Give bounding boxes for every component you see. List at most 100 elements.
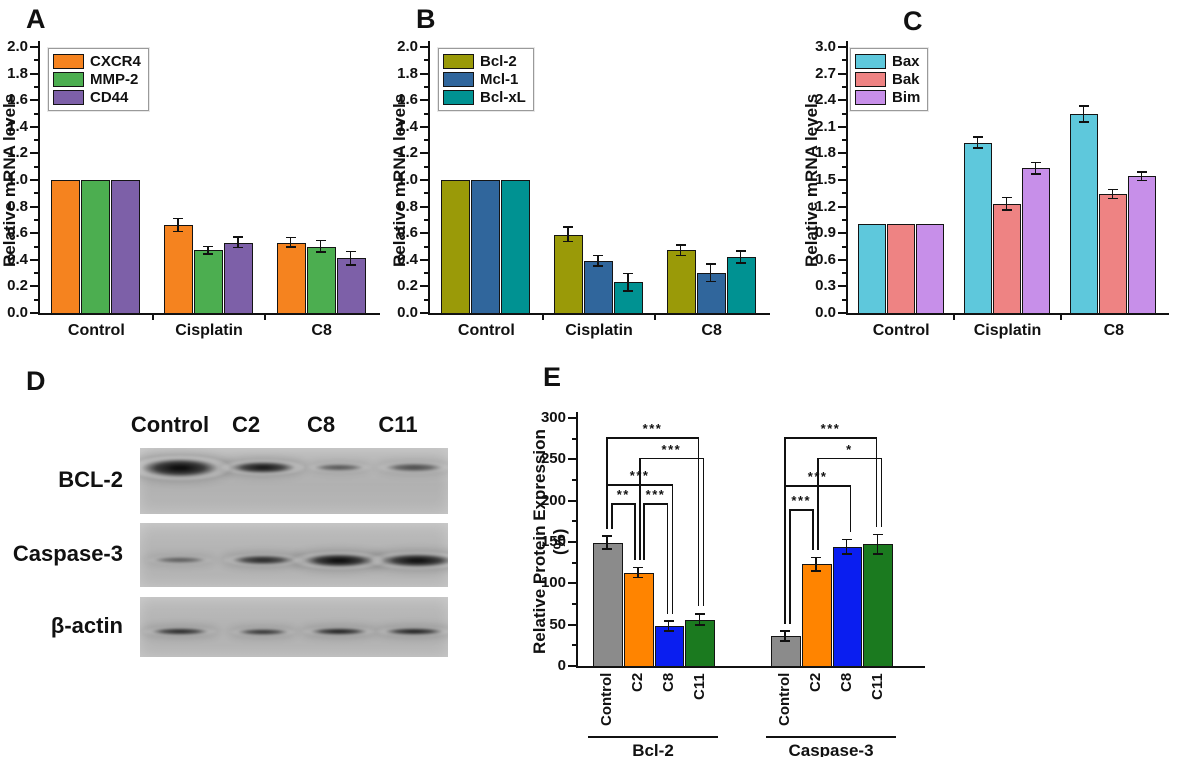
blot-strip-Caspase-3 <box>140 523 448 587</box>
y-tick-label: 0.2 <box>7 277 28 295</box>
x-bar-label: C2 <box>629 673 647 693</box>
y-tick-label: 0.6 <box>815 250 836 268</box>
y-minor-tick <box>34 112 38 115</box>
y-minor-tick <box>34 85 38 88</box>
sig-bracket-leg <box>643 503 645 561</box>
y-minor-tick <box>34 245 38 248</box>
y-major-tick <box>30 258 38 261</box>
error-bar-cap <box>173 217 183 220</box>
error-bar-cap <box>735 262 746 264</box>
error-bar-cap <box>663 620 674 622</box>
y-tick-label: 1.2 <box>7 144 28 162</box>
y-major-tick <box>420 46 428 48</box>
y-minor-tick <box>842 272 846 275</box>
error-bar <box>349 251 352 266</box>
y-major-tick <box>838 312 846 314</box>
legend-entry-CXCR4: CXCR4 <box>53 53 141 70</box>
error-bar-cap <box>173 230 183 233</box>
sig-stars: *** <box>642 421 663 436</box>
y-tick-label: 0.4 <box>397 250 418 268</box>
legend-swatch-Mcl-1 <box>443 72 474 87</box>
x-axis <box>428 313 770 315</box>
y-tick-label: 250 <box>540 450 566 468</box>
group-label: Bcl-2 <box>632 741 674 757</box>
error-bar <box>177 218 179 232</box>
group-underline <box>588 736 718 738</box>
error-bar-cap <box>811 556 822 559</box>
blot-row-label-Caspase-3: Caspase-3 <box>12 541 123 566</box>
legend-entry-Bax: Bax <box>855 53 920 70</box>
y-minor-tick <box>572 603 576 605</box>
y-tick-label: 300 <box>540 409 566 426</box>
y-major-tick <box>838 72 846 75</box>
error-bar-cap <box>841 538 852 541</box>
error-bar <box>289 237 292 248</box>
y-tick-label: 1.4 <box>397 117 418 135</box>
y-axis <box>428 41 430 315</box>
bar-MMP-2-Control <box>81 180 111 314</box>
legend-label-Mcl-1: Mcl-1 <box>480 71 519 88</box>
error-bar-cap <box>872 553 883 555</box>
y-minor-tick <box>842 245 846 248</box>
y-tick-label: 0.6 <box>7 224 28 242</box>
legend-entry-Mcl-1: Mcl-1 <box>443 71 526 88</box>
blot-band-BCL-2-C2 <box>221 460 306 476</box>
y-major-tick <box>30 152 38 155</box>
bar-Bcl-2-C8 <box>654 626 685 667</box>
legend-label-Bim: Bim <box>892 89 921 106</box>
sig-stars: *** <box>645 487 666 503</box>
y-major-tick <box>420 232 428 235</box>
y-minor-tick <box>34 272 38 275</box>
y-major-tick <box>420 99 428 102</box>
sig-stars: *** <box>791 492 812 508</box>
error-bar <box>1082 106 1085 123</box>
chart-protein-expression: 0 50 100 150 200 250 300 Relative Protein Expre… <box>530 360 979 757</box>
sig-bracket-leg <box>875 437 878 528</box>
error-bar <box>845 539 848 555</box>
x-axis <box>576 666 925 668</box>
y-tick-label: 1.2 <box>815 197 836 215</box>
bar-Bcl-xL-C8 <box>726 257 756 314</box>
y-minor-tick <box>424 139 428 142</box>
y-minor-tick <box>34 218 38 221</box>
bar-Bcl-2-C8 <box>666 250 696 314</box>
group-label: Caspase-3 <box>788 741 874 757</box>
error-bar <box>606 536 608 550</box>
error-bar-cap <box>315 239 326 242</box>
y-major-tick <box>30 125 38 128</box>
error-bar <box>1005 197 1008 211</box>
y-minor-tick <box>842 85 846 88</box>
y-tick-label: 2.0 <box>397 38 418 55</box>
y-tick-label: 1.8 <box>397 64 418 82</box>
y-minor-tick <box>424 245 428 248</box>
y-major-tick <box>838 232 846 235</box>
y-major-tick <box>838 99 846 102</box>
chart-mrna-antiapoptotic: 0.0 0.2 0.4 0.6 0.8 1.0 1.2 1.4 1.6 1.8 2.0 Relativ… <box>390 0 782 352</box>
error-bar-cap <box>593 265 603 268</box>
error-bar-cap <box>1001 209 1012 211</box>
y-minor-tick <box>34 139 38 142</box>
sig-bracket-leg <box>789 508 791 624</box>
error-bar-cap <box>780 640 791 642</box>
y-tick-label: 2.7 <box>815 64 836 82</box>
bar-Caspase-3-C11 <box>863 544 893 667</box>
error-bar-cap <box>285 246 296 248</box>
y-major-tick <box>420 312 428 314</box>
x-category-label: C8 <box>311 322 332 339</box>
y-tick-label: 0.4 <box>7 250 28 268</box>
x-axis <box>846 313 1169 315</box>
sig-stars: *** <box>793 469 843 484</box>
y-tick-label: 150 <box>540 533 566 550</box>
error-bar-cap <box>1078 121 1089 123</box>
x-category-label: Control <box>67 322 125 339</box>
blot-strip-BCL-2 <box>140 448 448 514</box>
bar-Mcl-1-C8 <box>696 273 726 314</box>
error-bar-cap <box>1030 161 1041 164</box>
y-minor-tick <box>572 561 576 564</box>
y-minor-tick <box>424 165 428 168</box>
bar-Caspase-3-C2 <box>801 564 832 667</box>
blot-band-β-actin-Control <box>143 627 218 637</box>
y-tick-label: 1.8 <box>815 144 836 162</box>
x-axis <box>38 313 380 315</box>
bar-Bcl-xL-Control <box>501 180 531 314</box>
